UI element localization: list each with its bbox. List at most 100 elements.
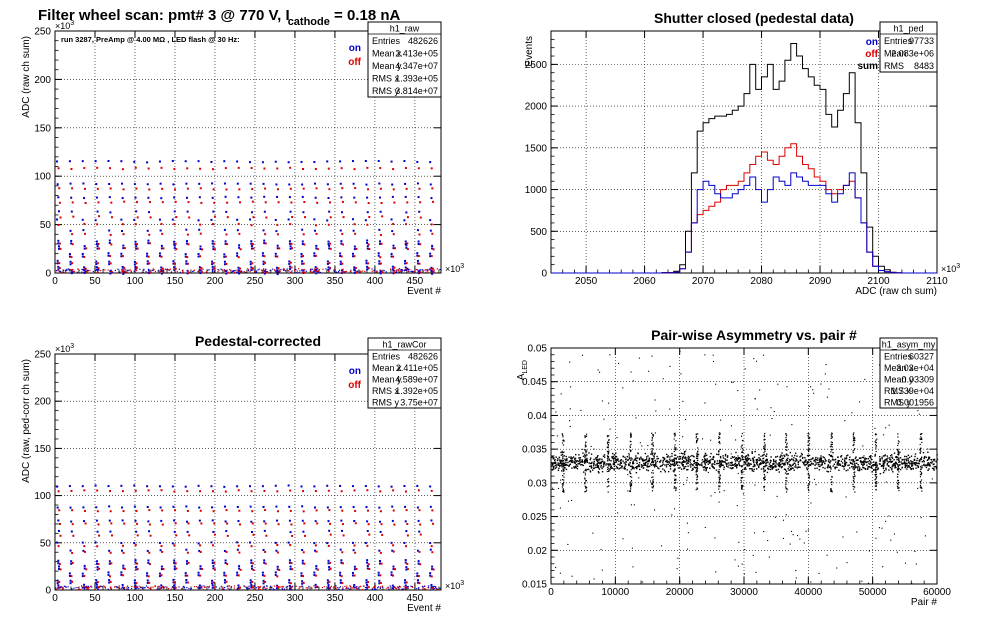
asym-point — [599, 461, 602, 464]
asym-point — [678, 458, 680, 460]
asym-series-pairs — [551, 350, 939, 585]
asym-point — [560, 459, 563, 462]
asym-spike-point — [874, 441, 876, 443]
asym-spike-point — [741, 485, 743, 487]
raw-point-on — [429, 183, 432, 186]
asym-point — [926, 464, 929, 467]
asym-point — [753, 456, 756, 458]
raw-point-noise — [117, 268, 119, 270]
raw-point-noise — [421, 269, 423, 271]
raw-point-noise — [359, 270, 361, 272]
asym-point — [602, 463, 605, 465]
asym-point — [836, 463, 839, 465]
raw-point-on — [171, 218, 174, 221]
raw-point-on — [352, 182, 355, 185]
rawCor-point-on — [133, 484, 136, 487]
rawCor-point-on — [173, 565, 176, 568]
rawCor-point-noise — [173, 588, 175, 590]
asym-point — [853, 461, 856, 463]
asym-point — [673, 462, 676, 465]
raw-point-noise — [412, 271, 414, 273]
raw-point-on — [211, 263, 214, 266]
asym-point — [673, 458, 675, 461]
raw-point-noise — [166, 268, 168, 270]
asym-point — [853, 468, 855, 471]
rawCor-point-on — [121, 549, 124, 552]
rawCor-point-noise — [404, 588, 406, 590]
rawCor-point-noise — [376, 587, 379, 589]
raw-point-on — [133, 218, 136, 221]
asym-point — [683, 466, 685, 468]
asym-point — [767, 468, 770, 470]
rawCor-point-on — [430, 519, 433, 522]
raw-point-off — [135, 262, 138, 265]
asym-point — [856, 459, 858, 461]
ped-bin-on — [805, 181, 806, 182]
asym-point — [897, 464, 899, 466]
asym-spike-point — [652, 485, 655, 487]
asym-point — [738, 457, 741, 459]
asym-outlier-point — [603, 418, 605, 420]
asym-spike-point — [874, 454, 876, 456]
asym-point — [552, 467, 555, 469]
asym-spike-point — [875, 445, 878, 447]
asym-point — [933, 469, 935, 471]
raw-point-noise — [298, 268, 300, 270]
asym-point — [812, 457, 814, 459]
rawCor-point-off — [199, 551, 202, 554]
rawCor-point-on — [339, 548, 342, 551]
asym-point — [837, 461, 839, 463]
rawCor-point-noise — [199, 587, 201, 589]
asym-spike-point — [719, 474, 721, 476]
asym-spike-point — [674, 434, 676, 436]
raw-point-on — [197, 219, 200, 222]
rawCor-x-tick-label: 150 — [167, 593, 184, 604]
asym-spike-point — [852, 436, 854, 438]
asym-spike-point — [786, 489, 788, 491]
raw-point-off — [71, 262, 74, 265]
asym-point — [571, 458, 573, 460]
raw-point-noise — [283, 269, 285, 272]
rawCor-point-noise — [405, 587, 407, 589]
asym-point — [844, 463, 847, 465]
asym-point — [640, 458, 643, 460]
asym-spike-point — [897, 453, 899, 456]
asym-spike-point — [920, 487, 922, 489]
asym-point — [857, 467, 859, 469]
asym-point — [756, 461, 759, 464]
asym-point — [736, 459, 738, 462]
rawCor-point-noise — [221, 588, 223, 590]
raw-point-on — [405, 211, 408, 214]
asym-point — [670, 463, 673, 466]
rawCor-point-on — [95, 519, 98, 522]
raw-point-noise — [205, 271, 208, 273]
raw-point-on — [404, 195, 407, 198]
rawCor-point-off — [329, 533, 332, 536]
rawCor-point-off — [264, 550, 267, 553]
raw-point-on — [198, 266, 201, 269]
raw-point-on — [185, 240, 188, 243]
raw-point-on — [185, 182, 188, 185]
rawCor-point-off — [136, 562, 139, 565]
raw-point-noise — [233, 270, 235, 272]
asym-spike-point — [651, 486, 653, 488]
asym-point — [820, 455, 822, 457]
asym-spike-point — [763, 452, 765, 454]
asym-point — [667, 470, 670, 473]
asym-point — [693, 466, 696, 468]
asym-point — [766, 453, 768, 455]
rawCor-point-on — [70, 530, 73, 533]
asym-spike-point — [585, 468, 587, 470]
asym-point — [857, 459, 859, 461]
raw-point-noise — [263, 269, 265, 271]
asym-spike-point — [831, 491, 833, 493]
asym-point — [772, 460, 775, 462]
asym-point — [912, 468, 915, 470]
asym-point — [712, 458, 714, 461]
rawCor-point-off — [368, 567, 371, 570]
ped-series-sum — [551, 43, 937, 274]
asym-spike-point — [695, 470, 697, 472]
ped-bin-on — [758, 189, 759, 190]
rawCor-y-tick-label: 250 — [34, 350, 51, 361]
rawCor-legend-off: off — [348, 380, 361, 391]
